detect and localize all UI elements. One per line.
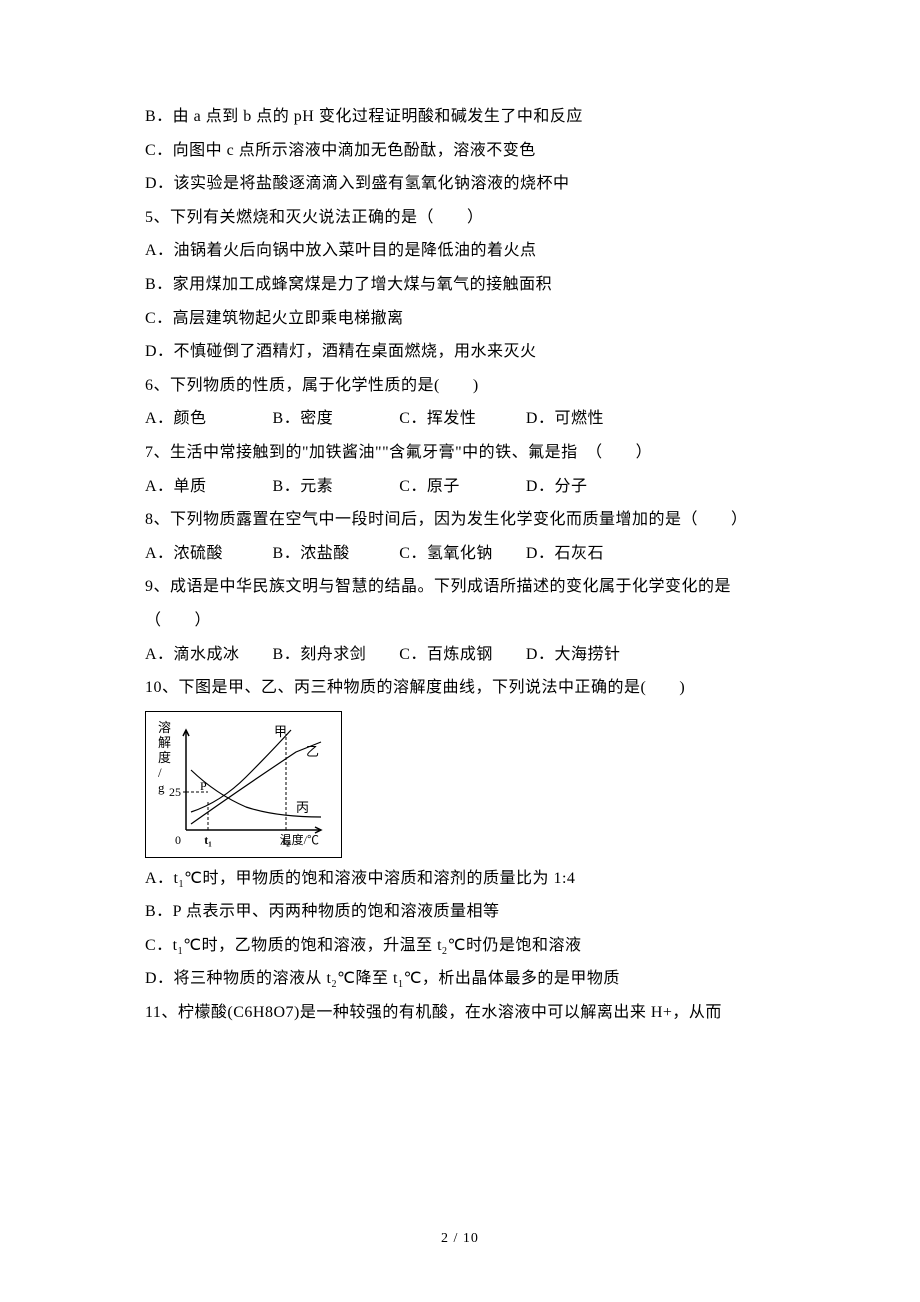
text-fragment: A．t [145,870,179,887]
question-text: 8、下列物质露置在空气中一段时间后，因为发生化学变化而质量增加的是（ ） [145,503,775,537]
svg-text:甲: 甲 [274,724,287,739]
question-text: 10、下图是甲、乙、丙三种物质的溶解度曲线，下列说法中正确的是( ) [145,671,775,705]
solubility-chart: 溶解度/g250t₁t₂温度/℃甲乙丙P [145,711,342,858]
document-page: B．由 a 点到 b 点的 pH 变化过程证明酸和碱发生了中和反应 C．向图中 … [0,0,920,1302]
option-text: A．滴水成冰 B．刻舟求剑 C．百炼成钢 D．大海捞针 [145,638,775,672]
page-number: 2 / 10 [0,1231,920,1247]
svg-text:溶: 溶 [158,720,171,735]
question-text: 7、生活中常接触到的"加铁酱油""含氟牙膏"中的铁、氟是指 （ ） [145,436,775,470]
option-text: A．浓硫酸 B．浓盐酸 C．氢氧化钠 D．石灰石 [145,537,775,571]
option-text: C．高层建筑物起火立即乘电梯撤离 [145,302,775,336]
option-text: A．油锅着火后向锅中放入菜叶目的是降低油的着火点 [145,234,775,268]
chart-svg: 溶解度/g250t₁t₂温度/℃甲乙丙P [146,712,341,857]
svg-text:/: / [158,765,162,780]
option-text: D．该实验是将盐酸逐滴滴入到盛有氢氧化钠溶液的烧杯中 [145,167,775,201]
option-text: A．颜色 B．密度 C．挥发性 D．可燃性 [145,402,775,436]
svg-text:t₁: t₁ [204,833,212,847]
text-fragment: ℃时，乙物质的饱和溶液，升温至 t [183,937,442,954]
svg-text:温度/℃: 温度/℃ [280,832,319,847]
option-text: B．P 点表示甲、丙两种物质的饱和溶液质量相等 [145,895,775,929]
text-fragment: ℃时，甲物质的饱和溶液中溶质和溶剂的质量比为 1:4 [184,870,575,887]
svg-text:25: 25 [169,785,181,799]
text-fragment: C．t [145,937,178,954]
question-text: 5、下列有关燃烧和灭火说法正确的是（ ） [145,201,775,235]
option-text: A．单质 B．元素 C．原子 D．分子 [145,470,775,504]
option-text: C．t1℃时，乙物质的饱和溶液，升温至 t2℃时仍是饱和溶液 [145,929,775,963]
svg-text:度: 度 [158,750,171,765]
text-fragment: ℃时仍是饱和溶液 [448,937,582,954]
option-text: B．家用煤加工成蜂窝煤是力了增大煤与氧气的接触面积 [145,268,775,302]
svg-text:丙: 丙 [296,800,309,815]
option-text: D．将三种物质的溶液从 t2℃降至 t1℃，析出晶体最多的是甲物质 [145,962,775,996]
question-text: 11、柠檬酸(C6H8O7)是一种较强的有机酸，在水溶液中可以解离出来 H+，从… [145,996,775,1030]
svg-text:P: P [200,779,207,793]
svg-text:g: g [158,780,165,795]
svg-text:0: 0 [175,833,181,847]
text-fragment: ℃，析出晶体最多的是甲物质 [403,970,619,987]
option-text: A．t1℃时，甲物质的饱和溶液中溶质和溶剂的质量比为 1:4 [145,862,775,896]
text-fragment: ℃降至 t [337,970,398,987]
svg-text:乙: 乙 [306,744,319,759]
option-text: C．向图中 c 点所示溶液中滴加无色酚酞，溶液不变色 [145,134,775,168]
question-text: 9、成语是中华民族文明与智慧的结晶。下列成语所描述的变化属于化学变化的是（ ） [145,570,775,637]
option-text: B．由 a 点到 b 点的 pH 变化过程证明酸和碱发生了中和反应 [145,100,775,134]
text-fragment: D．将三种物质的溶液从 t [145,970,332,987]
svg-text:解: 解 [158,735,171,750]
option-text: D．不慎碰倒了酒精灯，酒精在桌面燃烧，用水来灭火 [145,335,775,369]
question-text: 6、下列物质的性质，属于化学性质的是( ) [145,369,775,403]
